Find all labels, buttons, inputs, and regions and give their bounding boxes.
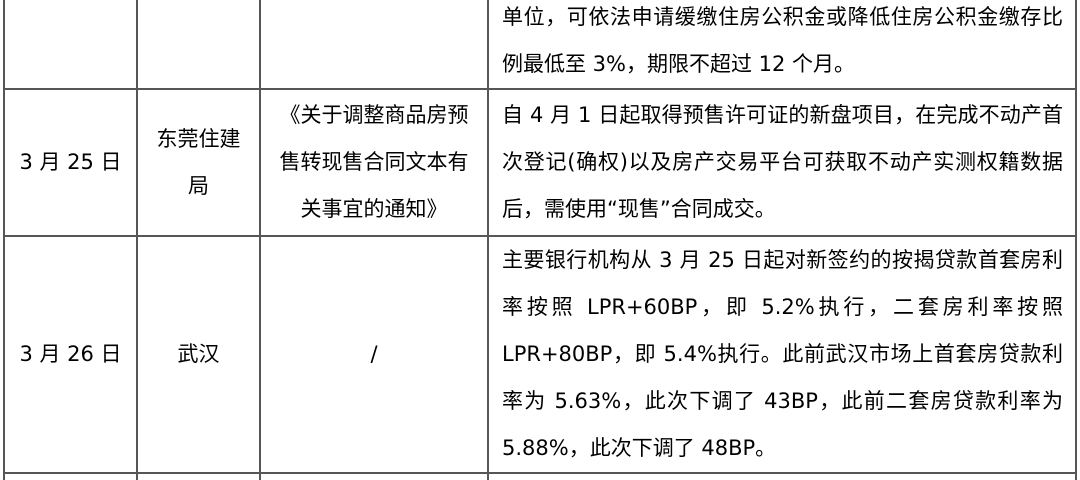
cell-issuer: [136, 0, 261, 90]
table-row: 单位，可依法申请缓缴住房公积金或降低住房公积金缴存比例最低至 3%，期限不超过 …: [3, 0, 1077, 90]
cell-document: [259, 0, 489, 90]
cell-content: [487, 472, 1077, 480]
cell-issuer: 武汉: [136, 235, 261, 474]
policy-table: 单位，可依法申请缓缴住房公积金或降低住房公积金缴存比例最低至 3%，期限不超过 …: [3, 0, 1077, 480]
table-row: 3 月 25 日 东莞住建局 《关于调整商品房预售转现售合同文本有关事宜的通知》…: [3, 88, 1077, 237]
cell-date: 3 月 25 日: [3, 88, 138, 237]
cell-document: /: [259, 235, 489, 474]
cell-issuer: [136, 472, 261, 480]
cell-content: 主要银行机构从 3 月 25 日起对新签约的按揭贷款首套房利率按照 LPR+60…: [487, 235, 1077, 474]
table-row: 3 月 26 日 武汉 / 主要银行机构从 3 月 25 日起对新签约的按揭贷款…: [3, 235, 1077, 474]
cell-date: 3 月 26 日: [3, 235, 138, 474]
cell-issuer: 东莞住建局: [136, 88, 261, 237]
cell-document: 《关于调整商品房预售转现售合同文本有关事宜的通知》: [259, 88, 489, 237]
cell-document: [259, 472, 489, 480]
cell-date: [3, 472, 138, 480]
cell-content: 单位，可依法申请缓缴住房公积金或降低住房公积金缴存比例最低至 3%，期限不超过 …: [487, 0, 1077, 90]
table-row: [3, 472, 1077, 480]
cell-date: [3, 0, 138, 90]
cell-content: 自 4 月 1 日起取得预售许可证的新盘项目，在完成不动产首次登记(确权)以及房…: [487, 88, 1077, 237]
